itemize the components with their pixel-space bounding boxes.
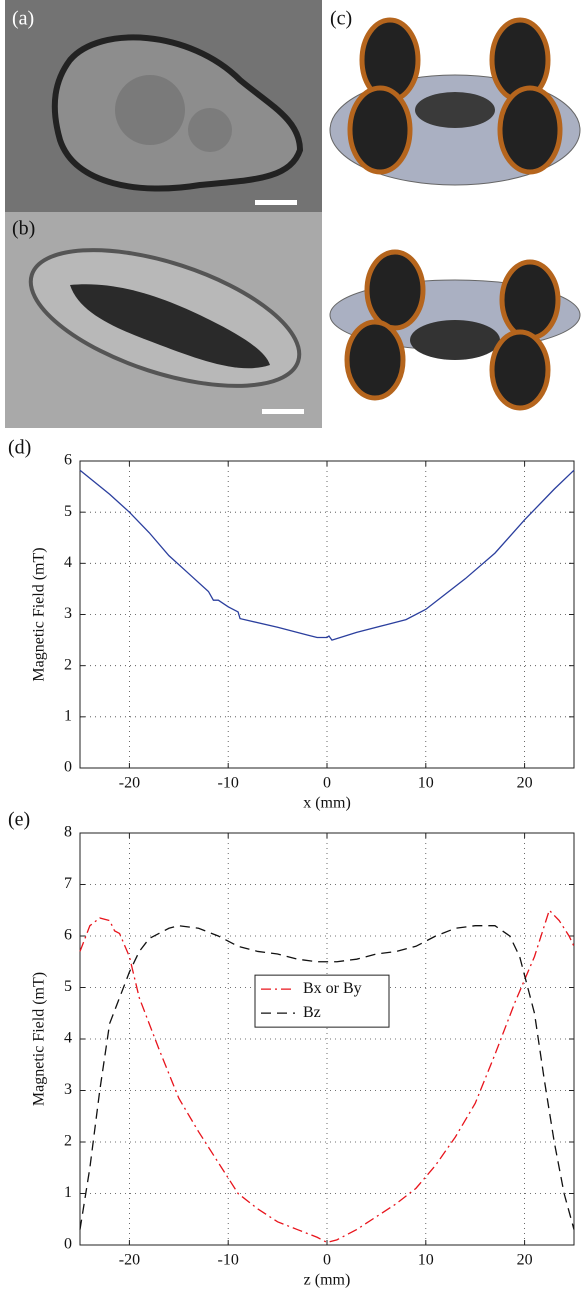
y-tick-label: 3 (64, 1081, 72, 1098)
scale-bar (255, 200, 297, 205)
panel-label: (c) (330, 8, 352, 30)
y-tick-label: 7 (64, 875, 72, 892)
scale-bar (262, 409, 304, 414)
x-tick-label: -10 (218, 775, 239, 792)
y-tick-label: 2 (64, 656, 72, 673)
y-tick-label: 0 (64, 1236, 72, 1253)
x-tick-label: 10 (418, 775, 434, 792)
legend-box (254, 974, 390, 1028)
y-tick-label: 6 (64, 452, 72, 469)
y-tick-label: 1 (64, 1184, 72, 1201)
x-tick-label: -20 (119, 1252, 140, 1269)
x-tick-label: 0 (323, 775, 331, 792)
cell-detail (188, 108, 232, 152)
legend-label: Bz (303, 1004, 321, 1021)
plot-frame (79, 460, 575, 769)
y-tick-label: 5 (64, 503, 72, 520)
y-tick-label: 1 (64, 708, 72, 725)
cell-detail (115, 75, 185, 145)
x-tick-label: 0 (323, 1252, 331, 1269)
x-axis-label: x (mm) (303, 795, 351, 812)
x-tick-label: 20 (517, 1252, 533, 1269)
panel-label: (d) (8, 437, 31, 459)
x-tick-label: -10 (218, 1252, 239, 1269)
y-tick-label: 2 (64, 1133, 72, 1150)
y-axis-label: Magnetic Field (mT) (31, 972, 48, 1106)
x-tick-label: 20 (517, 775, 533, 792)
plot-frame (79, 832, 575, 1246)
coil-device-top (329, 17, 581, 186)
x-tick-label: 10 (418, 1252, 434, 1269)
legend-label: Bx or By (303, 980, 362, 997)
y-tick-label: 8 (64, 824, 72, 841)
y-tick-label: 6 (64, 927, 72, 944)
coil-device-bottom (329, 249, 581, 411)
y-axis-label: Magnetic Field (mT) (31, 547, 48, 681)
data-line (79, 909, 575, 1244)
y-tick-label: 4 (64, 1030, 72, 1047)
panel-label: (b) (12, 218, 35, 240)
panel-label: (a) (12, 8, 34, 30)
y-tick-label: 4 (64, 554, 72, 571)
y-tick-label: 3 (64, 605, 72, 622)
x-tick-label: -20 (119, 775, 140, 792)
y-tick-label: 0 (64, 759, 72, 776)
y-tick-label: 5 (64, 978, 72, 995)
x-axis-label: z (mm) (304, 1272, 351, 1289)
cell-nucleus (70, 284, 270, 369)
data-line (79, 469, 575, 641)
data-line (79, 925, 575, 1230)
panel-label: (e) (8, 809, 30, 831)
